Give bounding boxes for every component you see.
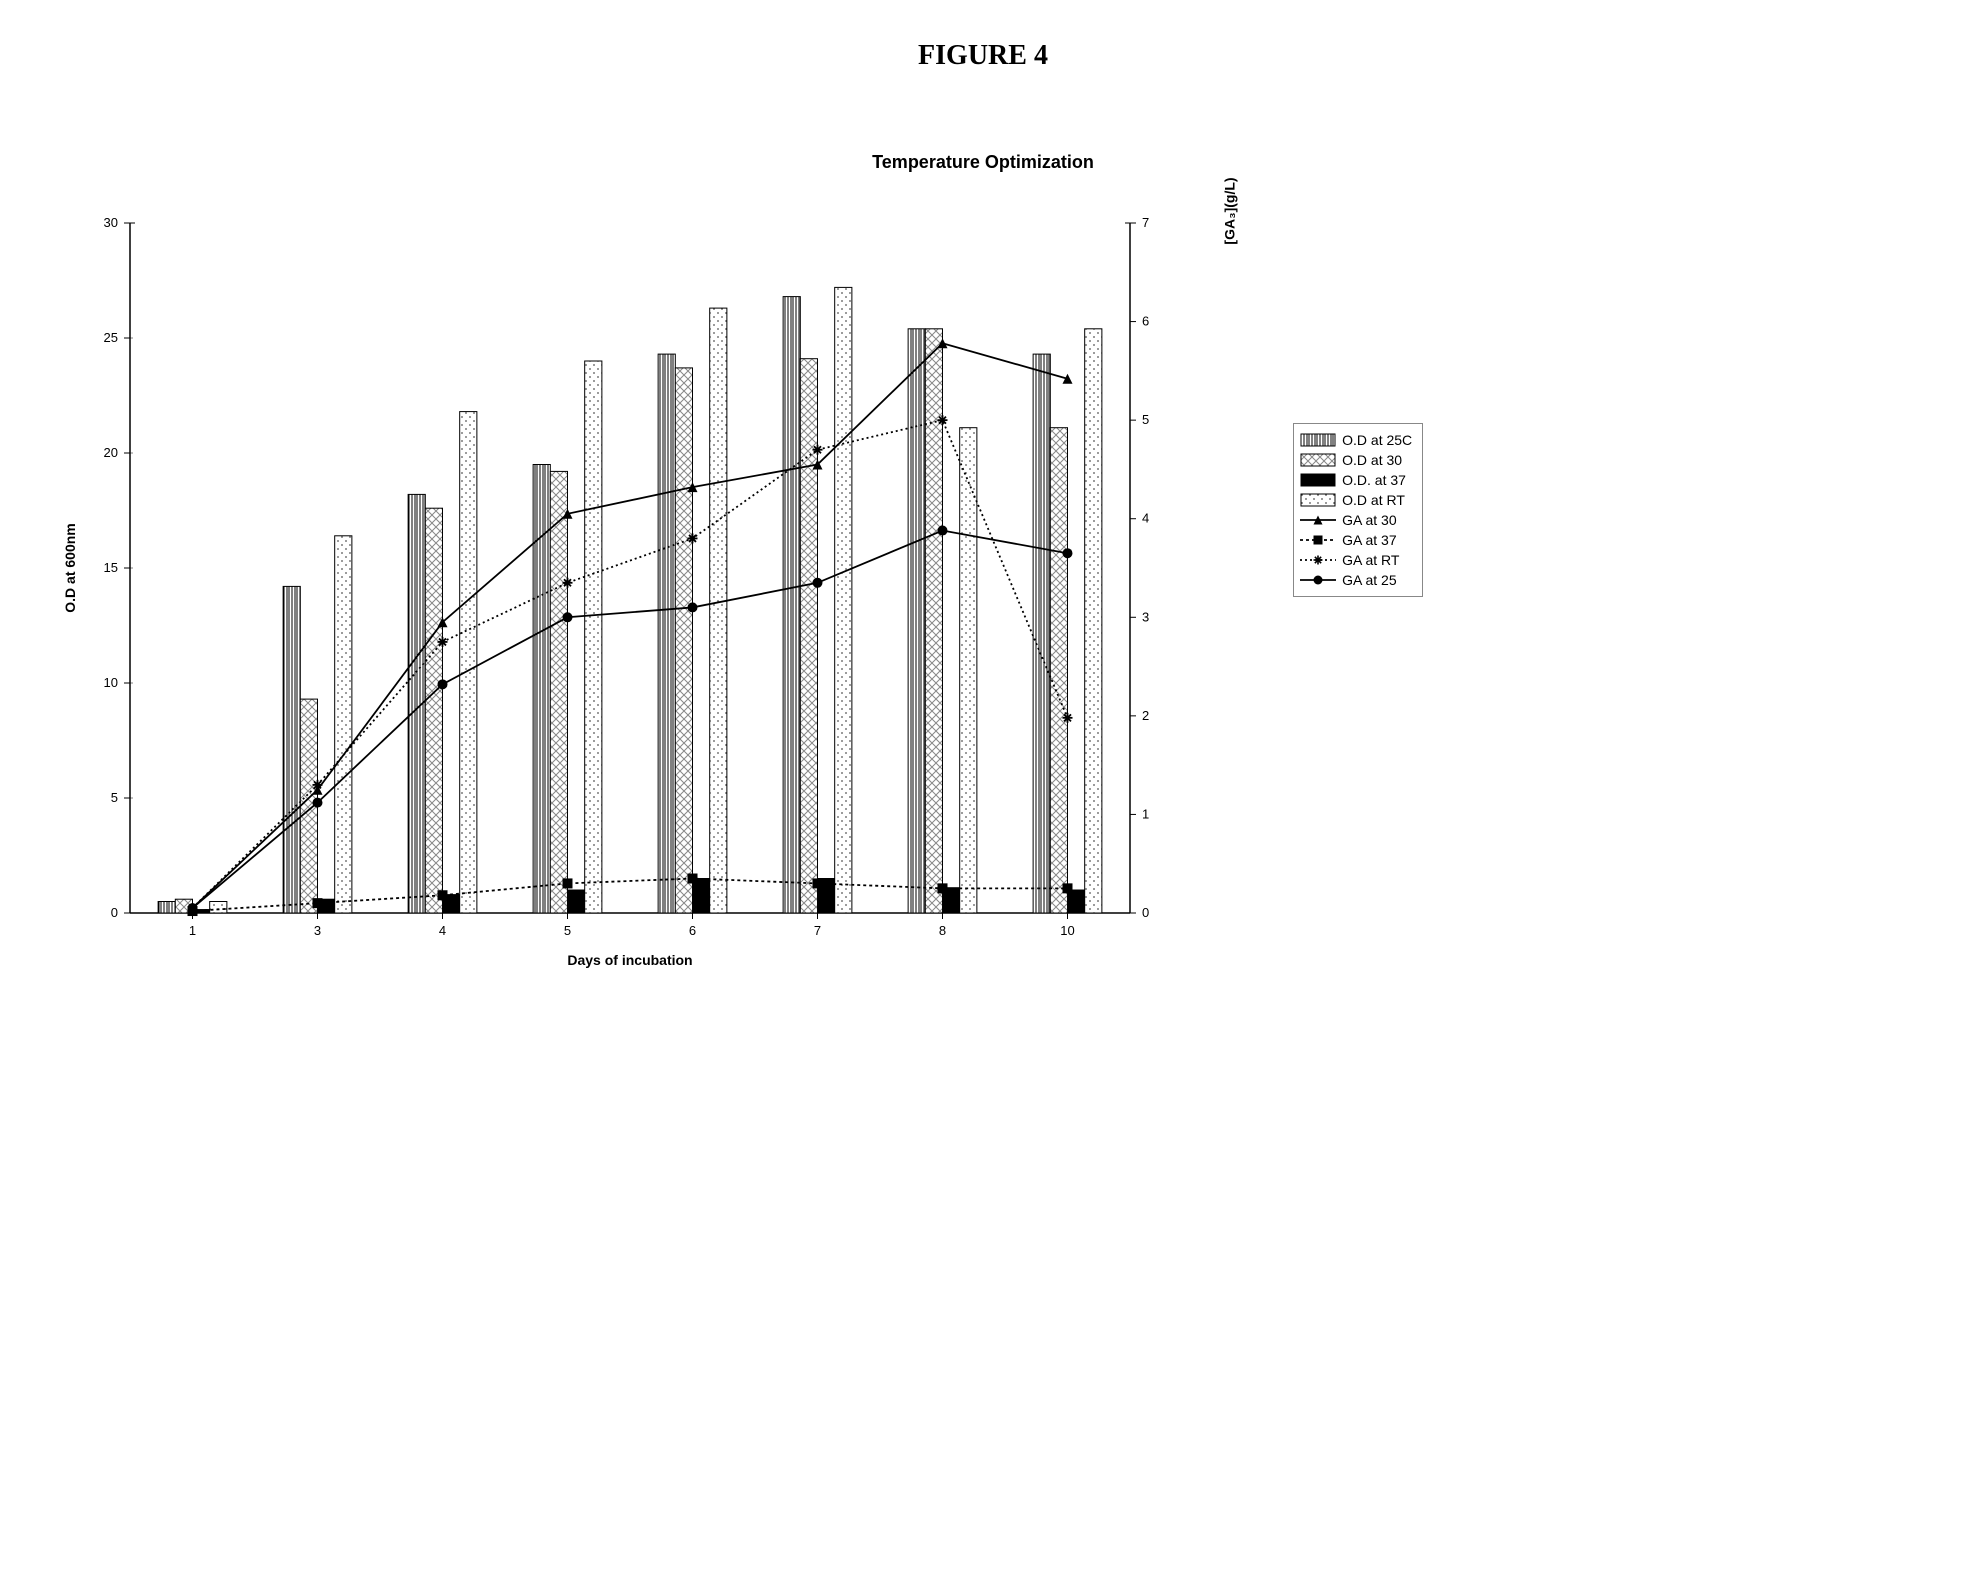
legend-label: GA at RT — [1342, 552, 1399, 568]
bar-od25 — [1033, 354, 1050, 913]
bar-od37 — [1068, 890, 1085, 913]
legend-item-ga25: GA at 25 — [1300, 570, 1412, 590]
svg-text:6: 6 — [1142, 314, 1149, 329]
bar-odrt — [1085, 329, 1102, 913]
svg-text:2: 2 — [1142, 708, 1149, 723]
bar-od25 — [908, 329, 925, 913]
legend-label: GA at 30 — [1342, 512, 1396, 528]
bar-odrt — [335, 536, 352, 913]
svg-text:25: 25 — [104, 330, 118, 345]
legend-swatch — [1300, 513, 1336, 527]
chart-area: 0 5 10 15 20 25 30 0 1 2 3 4 5 6 7 1 3 4 5 6 7 8 10 O.D at 600n… — [40, 203, 1190, 983]
svg-text:6: 6 — [689, 923, 696, 938]
svg-text:20: 20 — [104, 445, 118, 460]
svg-text:1: 1 — [189, 923, 196, 938]
legend-item-od25: O.D at 25C — [1300, 430, 1412, 450]
bar-odrt — [835, 287, 852, 913]
bar-od25 — [158, 902, 175, 914]
svg-text:15: 15 — [104, 560, 118, 575]
legend-item-ga30: GA at 30 — [1300, 510, 1412, 530]
bar-od37 — [693, 879, 710, 914]
bar-odrt — [585, 361, 602, 913]
svg-text:O.D at 600nm: O.D at 600nm — [62, 523, 78, 612]
bar-odrt — [210, 902, 227, 914]
chart-wrap: 0 5 10 15 20 25 30 0 1 2 3 4 5 6 7 1 3 4 5 6 7 8 10 O.D at 600n… — [40, 203, 1926, 983]
svg-text:4: 4 — [1142, 511, 1149, 526]
svg-text:Days of incubation: Days of incubation — [567, 952, 692, 968]
svg-text:3: 3 — [1142, 609, 1149, 624]
legend: O.D at 25C O.D at 30 O.D. at 37 O.D at RT GA… — [1293, 423, 1423, 597]
legend-label: O.D at 30 — [1342, 452, 1402, 468]
svg-text:5: 5 — [111, 790, 118, 805]
legend-swatch — [1300, 453, 1336, 467]
legend-label: GA at 37 — [1342, 532, 1396, 548]
svg-text:10: 10 — [104, 675, 118, 690]
legend-swatch — [1300, 493, 1336, 507]
bar-od30 — [1050, 428, 1067, 913]
svg-text:10: 10 — [1060, 923, 1074, 938]
svg-text:4: 4 — [439, 923, 446, 938]
legend-swatch — [1300, 573, 1336, 587]
svg-text:1: 1 — [1142, 806, 1149, 821]
svg-text:5: 5 — [564, 923, 571, 938]
figure-title: FIGURE 4 — [40, 40, 1926, 72]
bar-od30 — [425, 508, 442, 913]
y2-label-wrap: [GA₃](g/L) — [1196, 203, 1263, 219]
legend-item-od30: O.D at 30 — [1300, 450, 1412, 470]
legend-label: GA at 25 — [1342, 572, 1396, 588]
bar-od25 — [658, 354, 675, 913]
legend-item-od37: O.D. at 37 — [1300, 470, 1412, 490]
bar-od37 — [568, 890, 585, 913]
bar-od30 — [550, 471, 567, 913]
svg-text:3: 3 — [314, 923, 321, 938]
legend-label: O.D at 25C — [1342, 432, 1412, 448]
bar-odrt — [710, 308, 727, 913]
chart-title: Temperature Optimization — [40, 152, 1926, 173]
legend-item-ga37: GA at 37 — [1300, 530, 1412, 550]
legend-swatch — [1300, 473, 1336, 487]
svg-text:30: 30 — [104, 215, 118, 230]
svg-text:5: 5 — [1142, 412, 1149, 427]
legend-swatch — [1300, 433, 1336, 447]
bar-od30 — [675, 368, 692, 913]
bar-od25 — [783, 297, 800, 913]
legend-item-odrt: O.D at RT — [1300, 490, 1412, 510]
legend-label: O.D. at 37 — [1342, 472, 1406, 488]
legend-item-gart: GA at RT — [1300, 550, 1412, 570]
svg-text:7: 7 — [1142, 215, 1149, 230]
legend-label: O.D at RT — [1342, 492, 1405, 508]
bar-odrt — [460, 412, 477, 913]
chart-svg: 0 5 10 15 20 25 30 0 1 2 3 4 5 6 7 1 3 4 5 6 7 8 10 O.D at 600n… — [40, 203, 1190, 983]
bar-od30 — [800, 359, 817, 913]
y2-axis-label: [GA₃](g/L) — [1222, 177, 1238, 244]
bar-od25 — [283, 586, 300, 913]
legend-swatch — [1300, 533, 1336, 547]
bar-odrt — [960, 428, 977, 913]
svg-text:0: 0 — [1142, 905, 1149, 920]
legend-swatch — [1300, 553, 1336, 567]
svg-text:7: 7 — [814, 923, 821, 938]
svg-text:8: 8 — [939, 923, 946, 938]
svg-text:0: 0 — [111, 905, 118, 920]
